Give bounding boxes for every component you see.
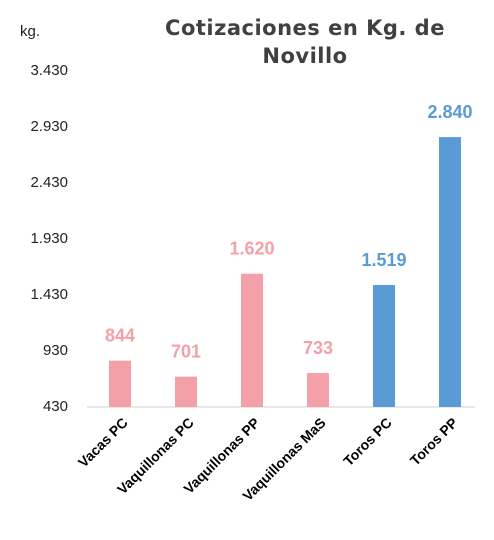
- value-label: 1.519: [361, 250, 406, 270]
- x-tick-label: Toros PP: [407, 414, 461, 468]
- y-tick-label: 2.930: [30, 118, 68, 135]
- y-tick-label: 1.930: [30, 230, 68, 247]
- y-tick-label: 930: [43, 342, 68, 359]
- value-label: 733: [303, 338, 333, 358]
- y-axis-unit: kg.: [20, 23, 40, 40]
- x-tick-label: Vacas PC: [75, 414, 131, 470]
- value-label: 2.840: [427, 102, 472, 122]
- y-tick-label: 1.430: [30, 286, 68, 303]
- y-tick-label: 430: [43, 398, 68, 415]
- bar: [373, 285, 395, 407]
- value-label: 1.620: [229, 238, 274, 258]
- y-tick-label: 3.430: [30, 62, 68, 79]
- bar: [307, 373, 329, 407]
- y-tick-label: 2.430: [30, 174, 68, 191]
- value-label: 844: [105, 325, 135, 345]
- x-tick-label: Toros PC: [340, 414, 395, 469]
- bar: [241, 273, 263, 407]
- chart-title: Cotizaciones en Kg. de Novillo: [165, 16, 445, 68]
- bar: [175, 376, 197, 407]
- bar: [109, 360, 131, 407]
- value-label: 701: [171, 341, 201, 361]
- bar: [439, 137, 461, 407]
